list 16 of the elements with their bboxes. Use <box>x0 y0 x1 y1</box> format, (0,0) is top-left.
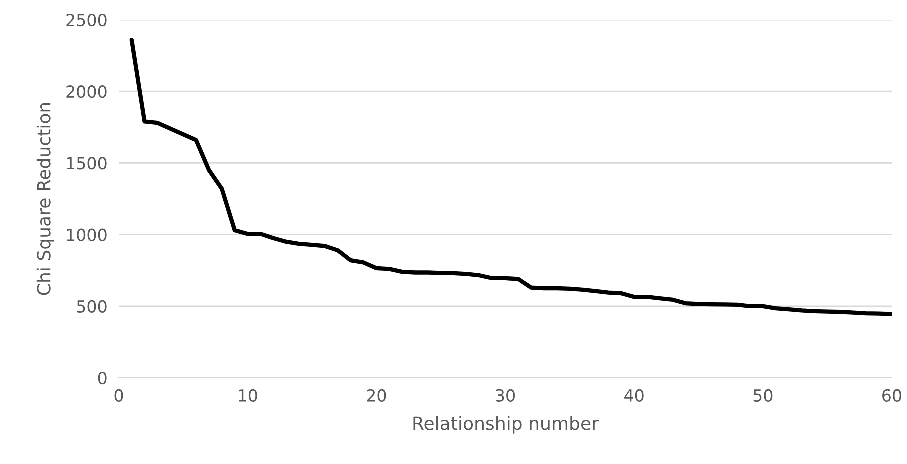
x-tick-label: 60 <box>882 389 902 402</box>
y-axis-title: Chi Square Reduction <box>36 103 54 296</box>
y-tick-label: 0 <box>98 372 107 385</box>
line-series <box>130 38 892 316</box>
x-tick-label: 40 <box>624 389 644 402</box>
y-tick-label: 1500 <box>67 157 107 170</box>
x-tick-label: 30 <box>496 389 515 402</box>
y-tick-label: 2000 <box>66 86 107 98</box>
x-tick-label: 20 <box>367 389 386 402</box>
y-tick-label: 1000 <box>67 228 107 242</box>
y-tick-label: 500 <box>77 300 107 313</box>
x-tick-label: 10 <box>239 389 258 402</box>
x-axis-title: Relationship number <box>414 416 600 434</box>
y-tick-label: 2500 <box>66 14 107 27</box>
x-tick-label: 0 <box>114 389 124 402</box>
x-tick-label: 50 <box>754 389 773 402</box>
